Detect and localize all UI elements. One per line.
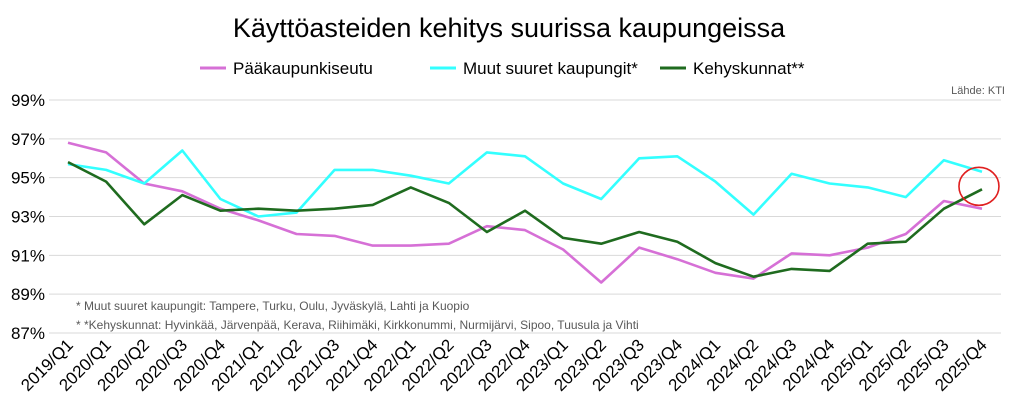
- footnote-1: * Muut suuret kaupungit: Tampere, Turku,…: [76, 299, 470, 313]
- y-tick-label: 93%: [11, 208, 45, 227]
- y-tick-label: 97%: [11, 130, 45, 149]
- legend-label: Kehyskunnat**: [693, 59, 805, 78]
- legend-label: Pääkaupunkiseutu: [233, 59, 373, 78]
- y-tick-label: 95%: [11, 169, 45, 188]
- y-tick-label: 91%: [11, 246, 45, 265]
- y-tick-label: 89%: [11, 285, 45, 304]
- highlight-ellipse: [958, 166, 1000, 207]
- series-line: [67, 141, 983, 284]
- series-line: [67, 149, 983, 218]
- series-lines: [67, 141, 983, 284]
- series-line: [67, 160, 983, 279]
- gridlines: [49, 99, 1001, 334]
- source-note: Lähde: KTI: [951, 85, 1005, 97]
- y-tick-label: 99%: [11, 91, 45, 110]
- footnote-2: * *Kehyskunnat: Hyvinkää, Järvenpää, Ker…: [76, 318, 639, 332]
- legend-label: Muut suuret kaupungit*: [463, 59, 638, 78]
- x-axis: 2019/Q12020/Q12020/Q22020/Q32020/Q42021/…: [17, 335, 990, 395]
- highlight-circle: [958, 166, 1000, 207]
- chart-title: Käyttöasteiden kehitys suurissa kaupunge…: [233, 13, 786, 43]
- y-tick-label: 87%: [11, 324, 45, 343]
- legend: Pääkaupunkiseutu Muut suuret kaupungit* Ke…: [200, 59, 805, 78]
- y-axis: 99% 97% 95% 93% 91% 89% 87%: [11, 91, 45, 343]
